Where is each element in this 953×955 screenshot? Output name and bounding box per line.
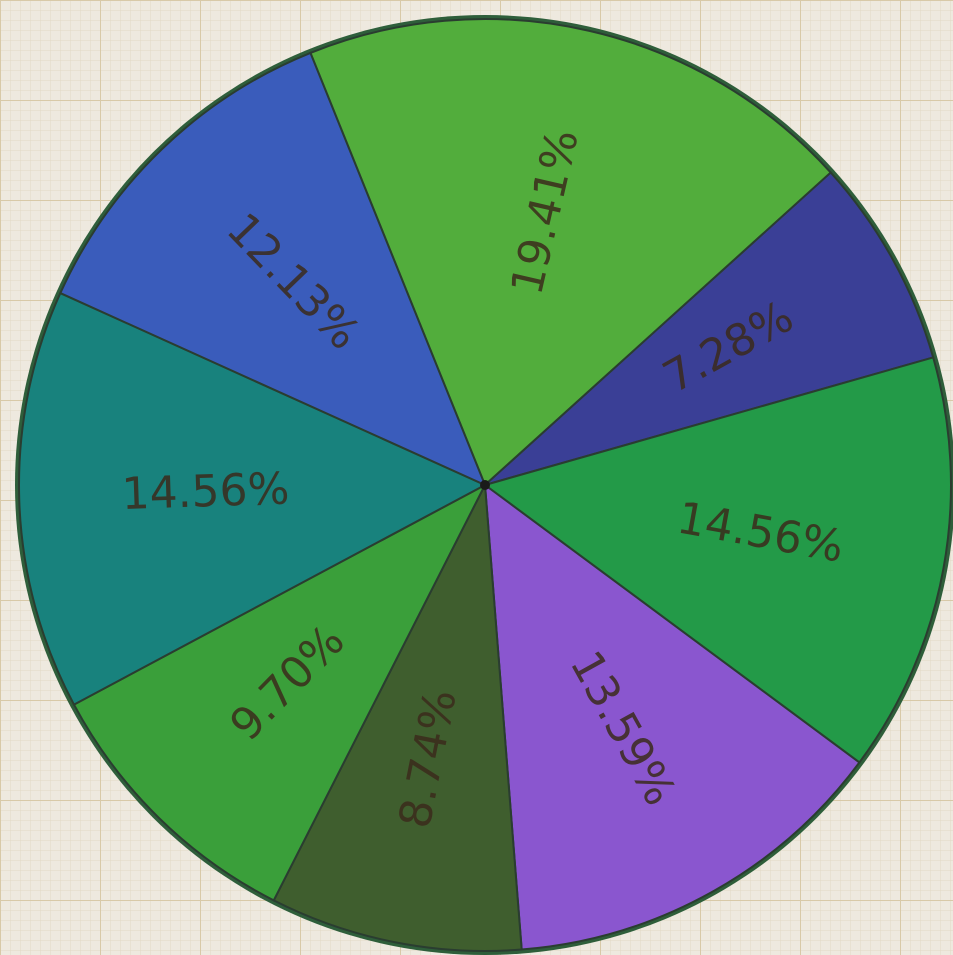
- pie-slice: [309, 18, 833, 487]
- pie-slice: [484, 171, 935, 486]
- pie-slice: [59, 51, 487, 487]
- slice-label: 14.56%: [121, 463, 290, 520]
- pie-slice: [18, 291, 488, 706]
- pie-slice: [272, 481, 523, 952]
- pie-slice: [483, 482, 861, 951]
- pie-center: [480, 480, 490, 490]
- pie-slice: [72, 482, 488, 902]
- pie-slice: [482, 356, 952, 764]
